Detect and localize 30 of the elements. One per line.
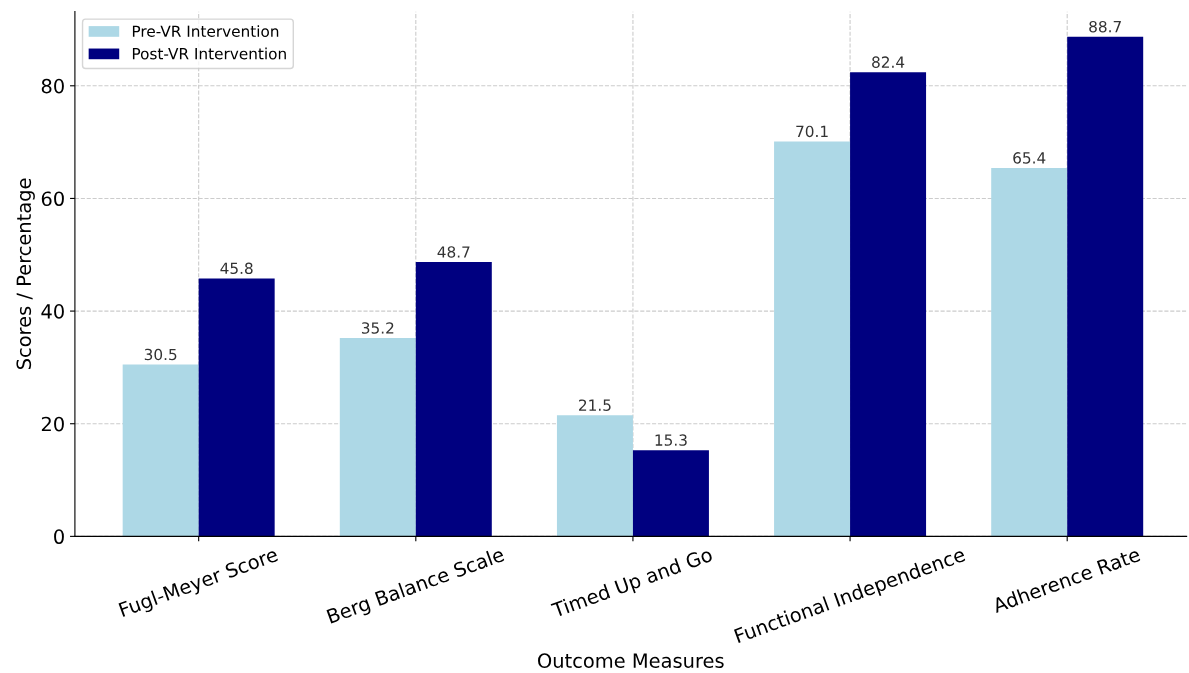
x-axis-title: Outcome Measures <box>538 653 724 669</box>
legend-label: Post-VR Intervention <box>132 47 286 60</box>
y-tick-label: 80 <box>41 78 64 94</box>
y-tick-label: 60 <box>41 191 64 207</box>
legend-label: Pre-VR Intervention <box>132 25 279 38</box>
bar <box>850 72 927 537</box>
bar <box>632 450 709 537</box>
data-label: 88.7 <box>1089 20 1121 33</box>
bar <box>198 278 275 537</box>
data-label: 70.1 <box>796 125 828 138</box>
bar <box>339 338 416 537</box>
data-label: 21.5 <box>579 399 611 411</box>
data-label: 48.7 <box>437 246 470 258</box>
bar <box>774 141 851 537</box>
data-label: 35.2 <box>361 322 394 334</box>
data-label: 82.4 <box>872 56 905 68</box>
x-tick-label: Timed Up and Go <box>550 546 715 622</box>
bar <box>1067 36 1144 537</box>
y-tick-label: 40 <box>41 304 64 319</box>
bar <box>991 168 1068 537</box>
y-tick-label: 20 <box>41 416 64 432</box>
bar <box>556 415 633 537</box>
bar <box>122 364 199 537</box>
data-label: 45.8 <box>220 262 253 275</box>
bar <box>415 262 492 537</box>
y-axis-title: Scores / Percentage <box>16 178 35 370</box>
data-label: 65.4 <box>1013 152 1046 164</box>
data-label: 30.5 <box>144 348 177 361</box>
data-label: 15.3 <box>655 434 687 446</box>
y-tick-label: 0 <box>54 529 64 545</box>
